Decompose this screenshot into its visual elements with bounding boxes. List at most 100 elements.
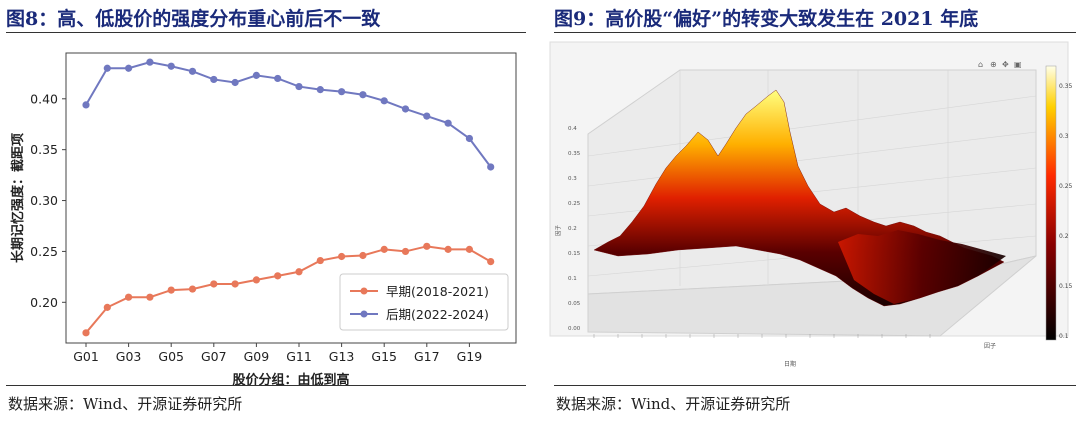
left-title-rule: [6, 32, 526, 33]
y-tick-label: 0.20: [30, 295, 58, 310]
left-figure: 图8：高、低股价的强度分布重心前后不一致 0.20 0.25 0.30 0.35 0.4…: [0, 0, 530, 430]
y-tick-label: 0.25: [30, 244, 58, 259]
z-tick-label: 0.2: [568, 226, 577, 232]
date-ticks: [593, 334, 931, 338]
data-point-early: [316, 256, 324, 265]
data-point-early: [146, 293, 154, 301]
data-point-late: [380, 97, 388, 105]
legend: 早期(2018-2021) 后期(2022-2024): [339, 273, 509, 331]
data-point-early: [82, 329, 90, 337]
data-point-late: [423, 112, 431, 120]
colorbar-tick-label: 0.15: [1059, 283, 1073, 290]
data-point-late: [146, 58, 154, 66]
data-point-early: [401, 247, 410, 256]
data-point-late: [231, 78, 239, 87]
data-point-early: [125, 293, 133, 301]
data-point-early: [167, 286, 175, 294]
data-point-late: [295, 82, 303, 91]
data-point-late: [188, 67, 197, 75]
legend-box: [339, 273, 509, 331]
x-tick-label: G05: [158, 349, 184, 364]
y-tick-label: 0.30: [30, 193, 58, 208]
z-axis-title: 因子: [555, 224, 562, 236]
x-tick-label: G19: [457, 349, 483, 364]
right-title-rule: [554, 32, 1076, 33]
legend-label-early: 早期(2018-2021): [386, 284, 489, 299]
save-icon[interactable]: ▣: [1014, 60, 1022, 69]
left-figure-source: 数据来源：Wind、开源证券研究所: [8, 395, 243, 413]
x-tick-label: G17: [414, 349, 440, 364]
data-point-late: [125, 64, 133, 72]
data-point-early: [338, 252, 346, 261]
home-icon[interactable]: ⌂: [978, 60, 984, 69]
x-axis-ticks: G01 G03 G05 G07 G09 G11 G13 G15 G17 G19: [73, 343, 482, 364]
left-source-rule: [6, 385, 526, 386]
x-tick-label: G11: [286, 349, 312, 364]
data-point-early: [380, 245, 388, 253]
x-tick-label: G01: [73, 349, 99, 364]
data-point-early: [444, 245, 452, 253]
surface-ridge-right: [838, 230, 1006, 304]
data-point-late: [274, 74, 282, 83]
data-point-late: [252, 71, 260, 79]
zoom-icon[interactable]: ⊕: [990, 60, 997, 69]
data-point-early: [210, 280, 218, 288]
colorbar-tick-label: 0.3: [1059, 133, 1069, 140]
z-tick-label: 0.15: [568, 251, 581, 257]
data-point-early: [188, 285, 197, 293]
z-tick-label: 0.05: [568, 301, 581, 307]
colorbar: [1045, 65, 1057, 341]
y-tick-label: 0.40: [30, 91, 58, 106]
colorbar-tick-label: 0.35: [1059, 83, 1073, 90]
data-point-late: [338, 88, 346, 96]
legend-label-late: 后期(2022-2024): [386, 307, 489, 322]
y-axis-ticks: 0.20 0.25 0.30 0.35 0.40: [30, 91, 66, 310]
data-point-early: [423, 242, 431, 250]
data-point-late: [167, 62, 175, 70]
data-point-early: [465, 245, 473, 253]
x-axis-title: 日期: [784, 360, 796, 368]
right-source-rule: [554, 385, 1076, 386]
z-tick-label: 0.1: [568, 276, 577, 282]
data-point-early: [252, 276, 260, 284]
surface-chart: 0.4 0.35 0.3 0.25 0.2 0.15 0.1 0.05 0.00 因子 日期 因…: [549, 41, 1073, 368]
legend-marker-early: [360, 287, 368, 295]
legend-marker-late: [360, 310, 368, 318]
z-axis-ticks: 0.4 0.35 0.3 0.25 0.2 0.15 0.1 0.05 0.00: [568, 126, 581, 332]
data-point-early: [274, 272, 282, 280]
left-figure-title: 图8：高、低股价的强度分布重心前后不一致: [6, 8, 381, 30]
data-point-early: [487, 257, 495, 266]
data-point-early: [231, 280, 239, 288]
data-point-late: [103, 64, 111, 72]
z-tick-label: 0.4: [568, 126, 577, 132]
data-point-early: [103, 303, 111, 311]
right-figure: 图9：高价股“偏好”的转变大致发生在 2021 年底: [548, 0, 1080, 430]
y-axis-label: 长期记忆强度：截距项: [10, 133, 26, 263]
z-tick-label: 0.25: [568, 201, 581, 207]
z-tick-label: 0.3: [568, 176, 577, 182]
colorbar-tick-label: 0.25: [1059, 183, 1073, 190]
x-tick-label: G09: [244, 349, 270, 364]
colorbar-tick-label: 0.2: [1059, 233, 1069, 240]
series-line-early: [85, 245, 492, 334]
right-figure-source: 数据来源：Wind、开源证券研究所: [556, 395, 791, 413]
series-layer: [82, 58, 495, 337]
x-tick-label: G13: [329, 349, 355, 364]
colorbar-tick-label: 0.1: [1059, 333, 1069, 340]
data-point-late: [465, 134, 473, 143]
x-tick-label: G07: [201, 349, 227, 364]
data-point-early: [295, 268, 303, 276]
data-point-late: [487, 163, 495, 171]
x-tick-label: G15: [371, 349, 397, 364]
line-chart: 0.200.250.300.350.40 G01 G03 G05 G07 G09 G11 G…: [10, 52, 517, 386]
data-point-late: [444, 119, 452, 127]
y-tick-label: 0.35: [30, 142, 58, 157]
colorbar-ticks: 0.35 0.3 0.25 0.2 0.15 0.1: [1059, 83, 1073, 340]
pan-icon[interactable]: ✥: [1002, 60, 1009, 69]
z-tick-label: 0.00: [568, 326, 581, 332]
x-axis-label: 股价分组：由低到高: [232, 372, 349, 386]
data-point-late: [210, 75, 218, 84]
data-point-late: [82, 101, 90, 109]
data-point-early: [359, 251, 367, 260]
right-figure-title: 图9：高价股“偏好”的转变大致发生在 2021 年底: [554, 8, 979, 30]
